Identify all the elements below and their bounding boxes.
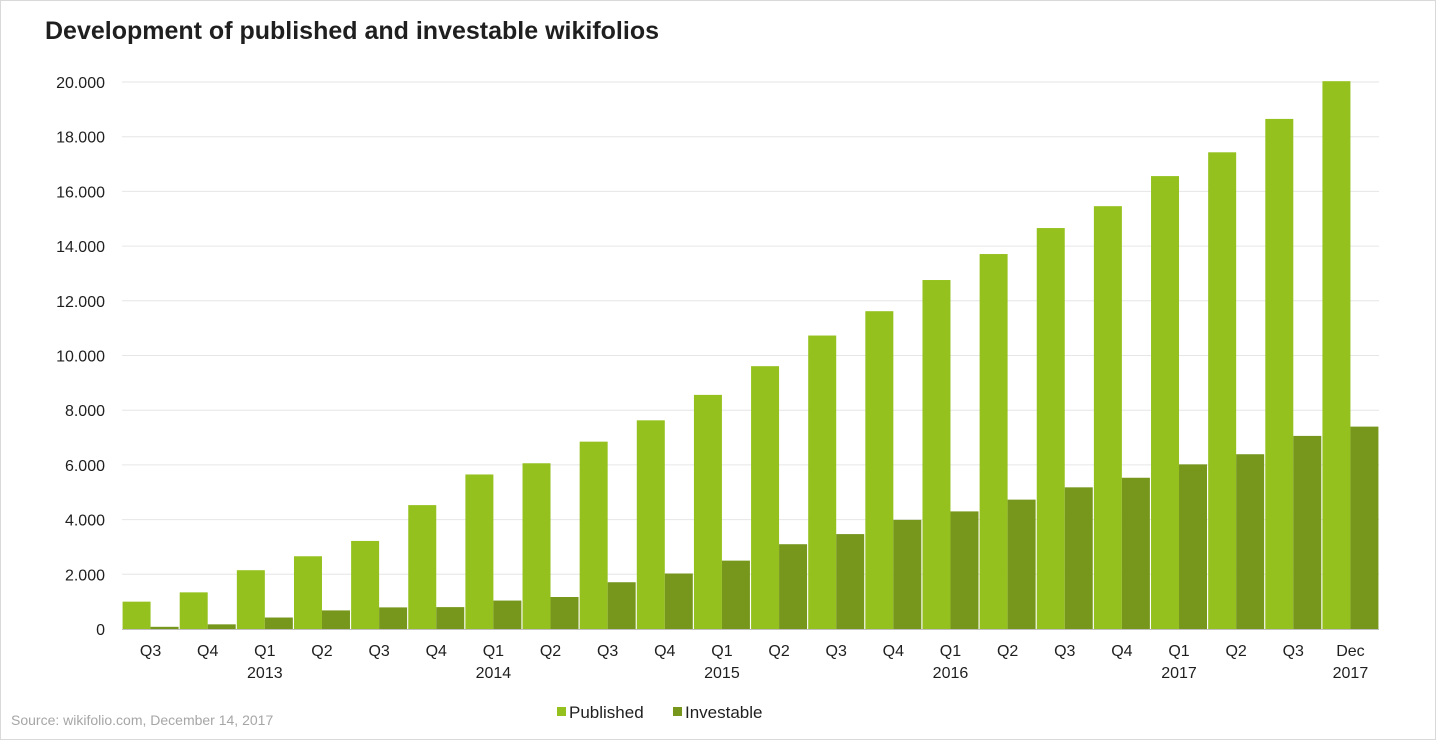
source-note: Source: wikifolio.com, December 14, 2017 — [11, 712, 274, 728]
x-tick-label: Q3 — [140, 643, 161, 660]
bar-published — [751, 366, 780, 629]
x-tick-year-label: 2017 — [1161, 665, 1197, 682]
y-tick-label: 6.000 — [65, 458, 105, 475]
bar-published — [1151, 176, 1180, 630]
x-tick-label: Q2 — [311, 643, 332, 660]
bar-investable — [550, 597, 579, 629]
legend-swatch-published — [557, 707, 566, 716]
y-tick-label: 2.000 — [65, 567, 105, 584]
x-tick-year-label: 2014 — [476, 665, 512, 682]
x-tick-year-label: 2016 — [933, 665, 969, 682]
bar-investable — [721, 560, 750, 629]
y-tick-label: 10.000 — [56, 349, 105, 366]
bar-investable — [1007, 499, 1036, 629]
bar-published — [693, 394, 722, 629]
bar-investable — [607, 582, 636, 629]
bar-published — [922, 280, 951, 629]
bar-published — [1036, 228, 1065, 629]
bar-investable — [436, 607, 465, 629]
bar-investable — [779, 544, 808, 629]
bar-published — [522, 463, 551, 629]
x-tick-label: Q3 — [1054, 643, 1075, 660]
bar-investable — [836, 534, 865, 629]
bar-investable — [493, 600, 522, 629]
x-tick-label: Q3 — [826, 643, 847, 660]
legend-label: Investable — [685, 703, 763, 722]
x-tick-label: Q2 — [997, 643, 1018, 660]
y-tick-label: 14.000 — [56, 239, 105, 256]
bar-published — [179, 592, 208, 629]
bar-published — [122, 601, 151, 629]
x-tick-label: Q4 — [1111, 643, 1132, 660]
x-tick-label: Q1 — [1168, 643, 1189, 660]
x-tick-label: Q3 — [1283, 643, 1304, 660]
y-tick-label: 0 — [96, 622, 105, 639]
bar-published — [1265, 118, 1294, 630]
bar-published — [465, 474, 494, 629]
x-tick-label: Q1 — [940, 643, 961, 660]
y-tick-label: 16.000 — [56, 184, 105, 201]
bar-investable — [1064, 487, 1093, 629]
bar-published — [808, 335, 837, 629]
bar-investable — [150, 626, 179, 629]
bar-investable — [1350, 426, 1379, 629]
y-tick-label: 18.000 — [56, 130, 105, 147]
x-tick-label: Q1 — [483, 643, 504, 660]
bar-investable — [1179, 464, 1208, 629]
x-tick-year-label: 2013 — [247, 665, 283, 682]
x-tick-label: Q1 — [711, 643, 732, 660]
x-tick-year-label: 2017 — [1333, 665, 1369, 682]
x-tick-label: Q3 — [368, 643, 389, 660]
bar-investable — [1121, 477, 1150, 629]
x-tick-label: Q2 — [540, 643, 561, 660]
legend-label: Published — [569, 703, 644, 722]
bar-published — [351, 540, 380, 629]
bar-published — [236, 570, 265, 629]
x-tick-label: Q1 — [254, 643, 275, 660]
legend-swatch-investable — [673, 707, 682, 716]
chart-title: Development of published and investable … — [45, 17, 659, 45]
x-tick-label: Q4 — [654, 643, 675, 660]
x-tick-label: Q2 — [768, 643, 789, 660]
x-tick-label: Q4 — [426, 643, 447, 660]
bar-published — [865, 311, 894, 629]
bar-published — [579, 441, 608, 629]
bar-published — [979, 254, 1008, 629]
y-tick-label: 20.000 — [56, 75, 105, 92]
bar-published — [293, 556, 322, 629]
bar-investable — [321, 610, 350, 629]
bar-published — [1208, 152, 1237, 630]
x-tick-label: Q4 — [197, 643, 218, 660]
y-tick-label: 12.000 — [56, 294, 105, 311]
bar-investable — [1293, 435, 1322, 629]
bar-published — [636, 420, 665, 629]
x-tick-label: Q3 — [597, 643, 618, 660]
bar-published — [1322, 81, 1351, 629]
x-tick-label: Q2 — [1225, 643, 1246, 660]
x-tick-label: Dec — [1336, 643, 1364, 660]
y-tick-label: 4.000 — [65, 513, 105, 530]
y-tick-label: 8.000 — [65, 403, 105, 420]
x-tick-year-label: 2015 — [704, 665, 740, 682]
x-tick-label: Q4 — [883, 643, 904, 660]
bar-investable — [379, 607, 408, 629]
bar-investable — [264, 617, 293, 629]
bar-investable — [893, 519, 922, 629]
bar-investable — [207, 624, 236, 629]
bar-investable — [1236, 454, 1265, 629]
bar-investable — [664, 573, 693, 629]
bar-published — [408, 505, 437, 629]
bar-investable — [950, 511, 979, 629]
bar-published — [1093, 206, 1122, 629]
